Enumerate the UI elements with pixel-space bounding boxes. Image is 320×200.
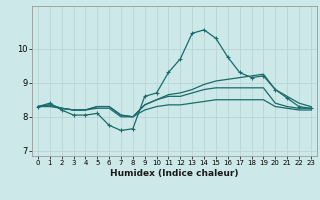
X-axis label: Humidex (Indice chaleur): Humidex (Indice chaleur) <box>110 169 239 178</box>
